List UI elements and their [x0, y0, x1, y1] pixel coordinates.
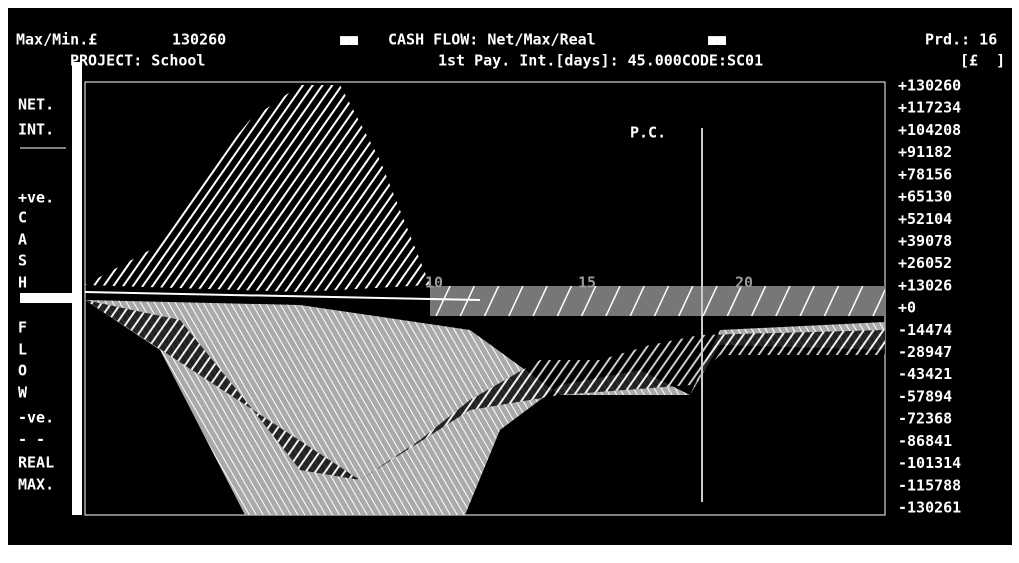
zero-bar — [20, 293, 82, 303]
negative-lines — [85, 300, 885, 480]
pc-label: P.C. — [630, 124, 666, 142]
y-tick-label: +0 — [898, 299, 916, 317]
left-label: REAL — [18, 454, 54, 472]
left-label: O — [18, 362, 27, 380]
marker: ■■ — [708, 31, 726, 49]
left-label: MAX. — [18, 476, 54, 494]
y-tick-label: +91182 — [898, 143, 952, 161]
currency: [£ ] — [960, 52, 1005, 70]
left-label: -ve. — [18, 409, 54, 427]
y-tick-label: -72368 — [898, 410, 952, 428]
marker: ■■ — [340, 31, 358, 49]
y-tick-label: +39078 — [898, 232, 952, 250]
left-label: W — [18, 384, 28, 402]
texts: Max/Min.£ 130260 ■■ CASH FLOW: Net/Max/R… — [16, 31, 1005, 142]
axis-bar — [72, 62, 82, 515]
y-tick-label: +104208 — [898, 121, 961, 139]
left-label: INT. — [18, 121, 54, 139]
positive-area — [85, 85, 430, 292]
payment: 1st Pay. Int.[days]: 45.000CODE:SC01 — [438, 52, 763, 70]
y-tick-label: -86841 — [898, 432, 952, 450]
y-tick-label: -43421 — [898, 365, 952, 383]
band — [430, 286, 885, 316]
y-tick-label: +117234 — [898, 99, 961, 117]
y-tick-label: -14474 — [898, 321, 952, 339]
max-min-label: Max/Min.£ — [16, 31, 97, 49]
y-tick-label: -28947 — [898, 343, 952, 361]
period: Prd.: 16 — [925, 31, 997, 49]
y-tick-label: +65130 — [898, 188, 952, 206]
title: CASH FLOW: Net/Max/Real — [388, 31, 596, 49]
y-tick-label: -57894 — [898, 387, 952, 405]
net-line — [84, 291, 481, 301]
max-min-value: 130260 — [172, 31, 226, 49]
left-label: H — [18, 274, 27, 292]
y-tick-label: +130260 — [898, 77, 961, 95]
left-label: S — [18, 252, 27, 270]
y-tick-label: -115788 — [898, 476, 961, 494]
y-tick-label: -130261 — [898, 499, 961, 517]
left-label: NET. — [18, 96, 54, 114]
y-tick-label: +78156 — [898, 165, 952, 183]
y-tick-label: +13026 — [898, 276, 952, 294]
y-tick-label: +52104 — [898, 210, 952, 228]
left-label: +ve. — [18, 189, 54, 207]
y-tick-label: -101314 — [898, 454, 961, 472]
left-label: L — [18, 341, 27, 359]
left-label: C — [18, 209, 27, 227]
period-mark: 20 — [735, 274, 753, 292]
left-label: - - — [18, 431, 45, 449]
left-label: F — [18, 319, 27, 337]
period-mark: 15 — [578, 274, 596, 292]
y-tick-label: +26052 — [898, 254, 952, 272]
project: PROJECT: School — [70, 52, 205, 70]
left-label: A — [18, 231, 27, 249]
period-mark: 10 — [425, 274, 443, 292]
